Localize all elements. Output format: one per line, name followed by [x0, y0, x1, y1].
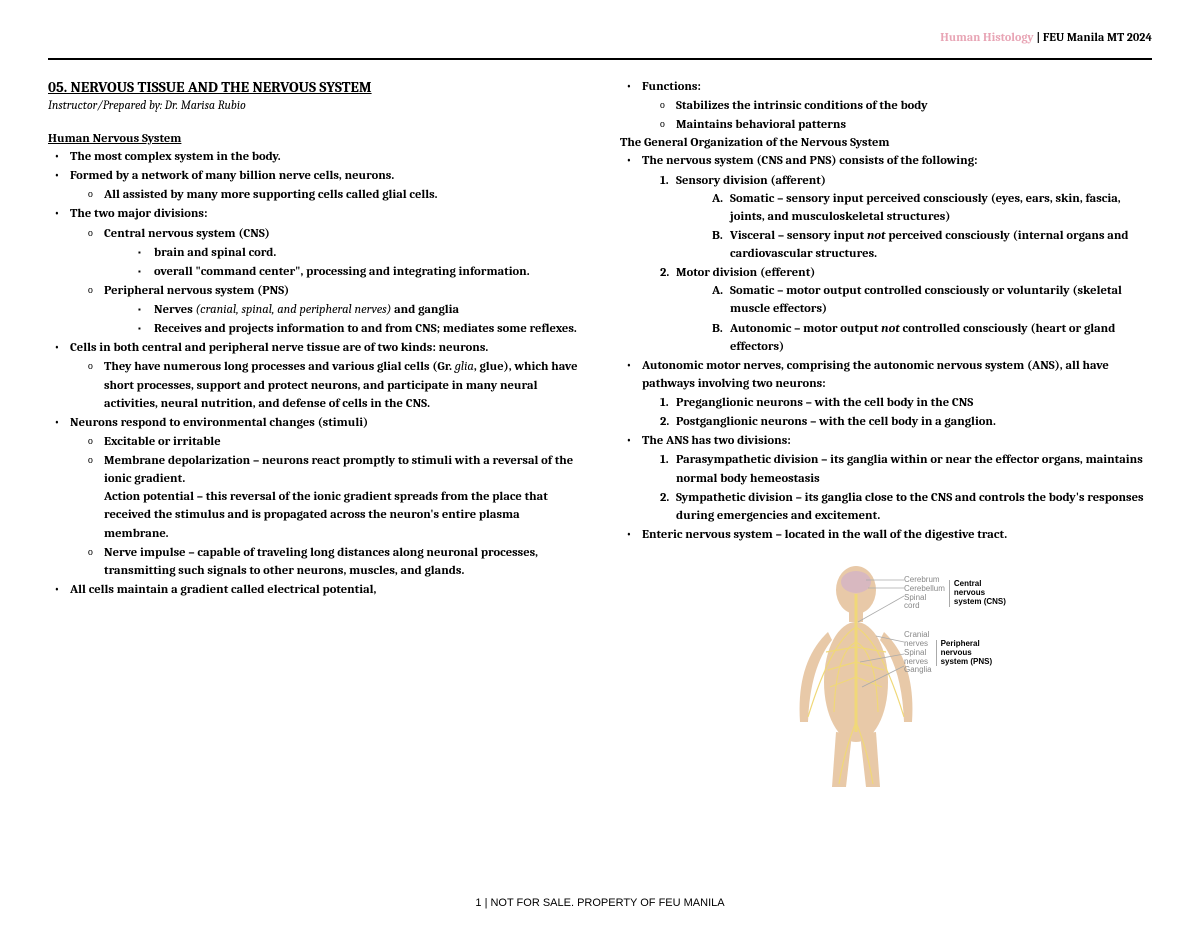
list-item: Membrane depolarization – neurons react …: [70, 452, 580, 543]
course-name: Human Histology: [940, 30, 1033, 44]
list-item: Functions: Stabilizes the intrinsic cond…: [620, 78, 1152, 134]
list-item: Peripheral nervous system (PNS) Nerves (…: [70, 282, 580, 338]
list-item: Formed by a network of many billion nerv…: [48, 167, 580, 204]
list-item: The ANS has two divisions: 1.Parasympath…: [620, 432, 1152, 525]
anatomy-figure: Cerebrum Cerebellum Spinal cord Central …: [736, 552, 1036, 792]
document-title: 05. NERVOUS TISSUE AND THE NERVOUS SYSTE…: [48, 78, 580, 96]
header-rule: [48, 58, 1152, 60]
list-item: Autonomic motor nerves, comprising the a…: [620, 357, 1152, 432]
list-item: A.Somatic – motor output controlled cons…: [676, 282, 1152, 318]
list-item: 1.Sensory division (afferent) A.Somatic …: [642, 172, 1152, 264]
page-header: Human Histology | FEU Manila MT 2024: [48, 30, 1152, 48]
list-item: Neurons respond to environmental changes…: [48, 414, 580, 580]
list-item: Receives and projects information to and…: [104, 320, 580, 338]
list-item: A.Somatic – sensory input perceived cons…: [676, 190, 1152, 226]
right-list-2: The nervous system (CNS and PNS) consist…: [620, 152, 1152, 544]
list-item: Enteric nervous system – located in the …: [620, 526, 1152, 544]
anatomy-labels: Cerebrum Cerebellum Spinal cord Central …: [904, 576, 1006, 695]
cns-title: Central nervous system (CNS): [949, 580, 1006, 606]
cns-items: Cerebrum Cerebellum Spinal cord: [904, 576, 949, 611]
list-item: All cells maintain a gradient called ele…: [48, 581, 580, 599]
list-item: Nerves (cranial, spinal, and peripheral …: [104, 301, 580, 319]
list-item: 1.Preganglionic neurons – with the cell …: [642, 394, 1152, 412]
left-list: The most complex system in the body. For…: [48, 148, 580, 599]
list-item: overall "command center", processing and…: [104, 263, 580, 281]
subheading: The General Organization of the Nervous …: [620, 136, 1152, 150]
pns-items: Cranial nerves Spinal nerves Ganglia: [904, 631, 936, 675]
list-item: Cells in both central and peripheral ner…: [48, 339, 580, 413]
list-item: B.Autonomic – motor output not controlle…: [676, 320, 1152, 356]
list-item: The nervous system (CNS and PNS) consist…: [620, 152, 1152, 355]
pns-title: Peripheral nervous system (PNS): [936, 640, 993, 666]
list-item: Stabilizes the intrinsic conditions of t…: [642, 97, 1152, 115]
list-item: B.Visceral – sensory input not perceived…: [676, 227, 1152, 263]
page-footer: 1 | NOT FOR SALE. PROPERTY OF FEU MANILA: [0, 897, 1200, 909]
list-item: The two major divisions: Central nervous…: [48, 205, 580, 338]
list-item: Maintains behavioral patterns: [642, 116, 1152, 134]
section-heading: Human Nervous System: [48, 132, 580, 146]
list-item: Nerve impulse – capable of traveling lon…: [70, 544, 580, 580]
school-name: FEU Manila MT 2024: [1043, 30, 1152, 44]
list-item: 2.Sympathetic division – its ganglia clo…: [642, 489, 1152, 525]
right-list: Functions: Stabilizes the intrinsic cond…: [620, 78, 1152, 134]
list-item: All assisted by many more supporting cel…: [70, 186, 580, 204]
list-item: Excitable or irritable: [70, 433, 580, 451]
content-columns: 05. NERVOUS TISSUE AND THE NERVOUS SYSTE…: [48, 78, 1152, 792]
instructor-line: Instructor/Prepared by: Dr. Marisa Rubio: [48, 98, 580, 112]
list-item: 2.Postganglionic neurons – with the cell…: [642, 413, 1152, 431]
right-column: Functions: Stabilizes the intrinsic cond…: [620, 78, 1152, 792]
list-item: They have numerous long processes and va…: [70, 358, 580, 412]
list-item: Central nervous system (CNS) brain and s…: [70, 225, 580, 281]
list-item: 1.Parasympathetic division – its ganglia…: [642, 451, 1152, 487]
list-item: The most complex system in the body.: [48, 148, 580, 166]
list-item: 2.Motor division (efferent) A.Somatic – …: [642, 264, 1152, 356]
left-column: 05. NERVOUS TISSUE AND THE NERVOUS SYSTE…: [48, 78, 580, 792]
header-sep: |: [1034, 30, 1043, 44]
list-item: brain and spinal cord.: [104, 244, 580, 262]
